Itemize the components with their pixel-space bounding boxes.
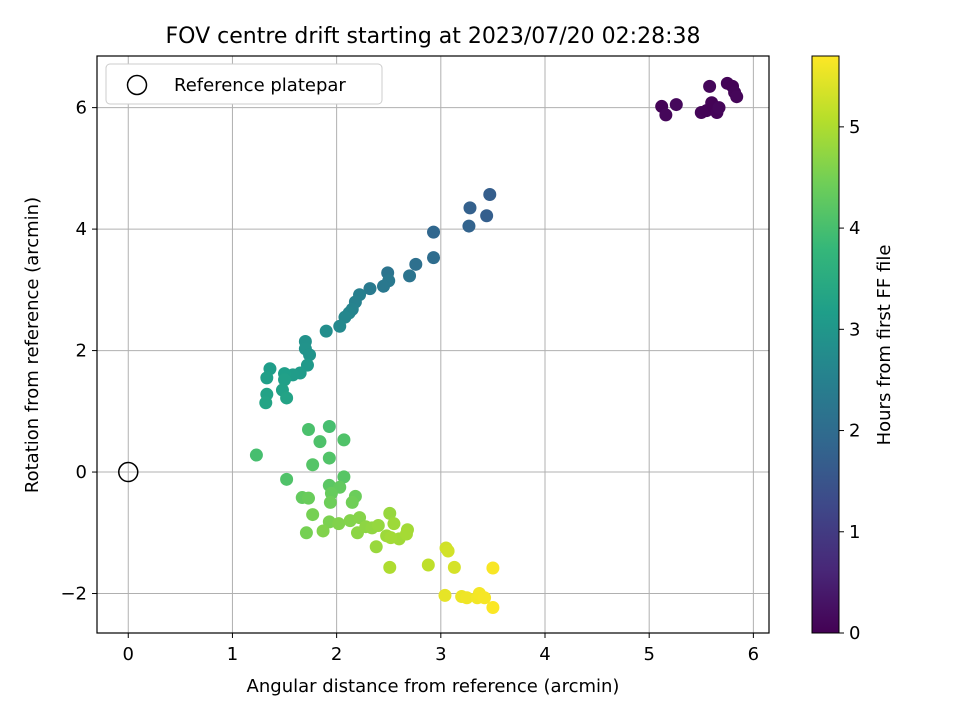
- x-tick-label: 3: [435, 644, 446, 665]
- colorbar-tick-label: 3: [849, 319, 860, 340]
- data-point: [353, 511, 367, 525]
- data-point: [427, 225, 441, 239]
- colorbar-label: Hours from first FF file: [874, 245, 895, 446]
- data-point: [249, 448, 263, 462]
- data-point: [301, 491, 315, 505]
- data-point: [669, 98, 683, 112]
- data-point: [703, 79, 717, 93]
- data-point: [384, 531, 398, 545]
- data-point: [259, 396, 273, 410]
- data-point: [316, 524, 330, 538]
- x-tick-label: 4: [539, 644, 550, 665]
- data-point: [280, 391, 294, 405]
- data-point: [421, 558, 435, 572]
- data-point: [337, 470, 351, 484]
- data-point: [730, 90, 744, 104]
- data-point: [306, 508, 320, 522]
- data-point: [306, 458, 320, 472]
- data-point: [369, 540, 383, 554]
- data-point: [299, 526, 313, 540]
- data-point: [278, 373, 292, 387]
- data-point: [303, 348, 317, 362]
- colorbar: Hours from first FF file 0 1 2 3 4 5: [811, 55, 895, 644]
- data-point: [337, 433, 351, 447]
- legend: Reference platepar: [105, 63, 383, 105]
- data-point: [383, 506, 397, 520]
- data-point: [483, 187, 497, 201]
- plot-frame: [96, 55, 770, 634]
- colorbar-tick-label: 4: [849, 218, 860, 239]
- y-tick-label: 6: [76, 98, 87, 119]
- data-point: [322, 419, 336, 433]
- data-point: [377, 279, 391, 293]
- x-axis-label: Angular distance from reference (arcmin): [247, 676, 620, 697]
- data-point: [460, 591, 474, 605]
- x-tick-label: 6: [748, 644, 759, 665]
- grid: [97, 56, 769, 633]
- data-points: [118, 76, 744, 614]
- data-point: [280, 472, 294, 486]
- data-point: [486, 561, 500, 575]
- x-tick-label: 0: [123, 644, 134, 665]
- data-point: [323, 495, 337, 509]
- data-point: [403, 269, 417, 283]
- data-point: [462, 219, 476, 233]
- data-point: [333, 319, 347, 333]
- data-point: [363, 282, 377, 296]
- data-point: [659, 108, 673, 122]
- data-point: [313, 435, 327, 449]
- y-tick-label: 0: [76, 462, 87, 483]
- data-point: [332, 517, 346, 531]
- y-axis-label: Rotation from reference (arcmin): [22, 197, 43, 493]
- data-point: [301, 423, 315, 437]
- data-point: [322, 451, 336, 465]
- y-tick-label: −2: [60, 584, 87, 605]
- data-point: [387, 517, 401, 531]
- colorbar-gradient: [811, 55, 840, 634]
- legend-box: [105, 63, 383, 105]
- data-point: [260, 371, 274, 385]
- data-point: [486, 600, 500, 614]
- data-point: [480, 209, 494, 223]
- y-tick-label: 4: [76, 219, 87, 240]
- reference-platepar-marker: [118, 461, 139, 483]
- data-point: [383, 560, 397, 574]
- x-tick-label: 5: [643, 644, 654, 665]
- data-point: [463, 201, 477, 215]
- data-point: [319, 324, 333, 338]
- data-point: [345, 495, 359, 509]
- legend-label: Reference platepar: [174, 75, 346, 96]
- legend-reference-marker: [126, 74, 148, 96]
- data-point: [371, 518, 385, 532]
- data-point: [399, 527, 413, 541]
- y-tick-label: 2: [76, 341, 87, 362]
- data-point: [427, 251, 441, 265]
- data-point: [712, 101, 726, 115]
- colorbar-tick-label: 1: [849, 522, 860, 543]
- data-point: [438, 588, 452, 602]
- chart-title: FOV centre drift starting at 2023/07/20 …: [166, 24, 701, 49]
- data-point: [409, 257, 423, 271]
- colorbar-tick-label: 0: [849, 623, 860, 644]
- axes: 0 1 2 3 4 5 6 −2 0 2 4 6: [60, 55, 770, 665]
- colorbar-tick-label: 5: [849, 117, 860, 138]
- data-point: [478, 591, 492, 605]
- data-point: [447, 560, 461, 574]
- colorbar-tick-label: 2: [849, 421, 860, 442]
- x-tick-label: 2: [331, 644, 342, 665]
- data-point: [441, 544, 455, 558]
- x-tick-label: 1: [227, 644, 238, 665]
